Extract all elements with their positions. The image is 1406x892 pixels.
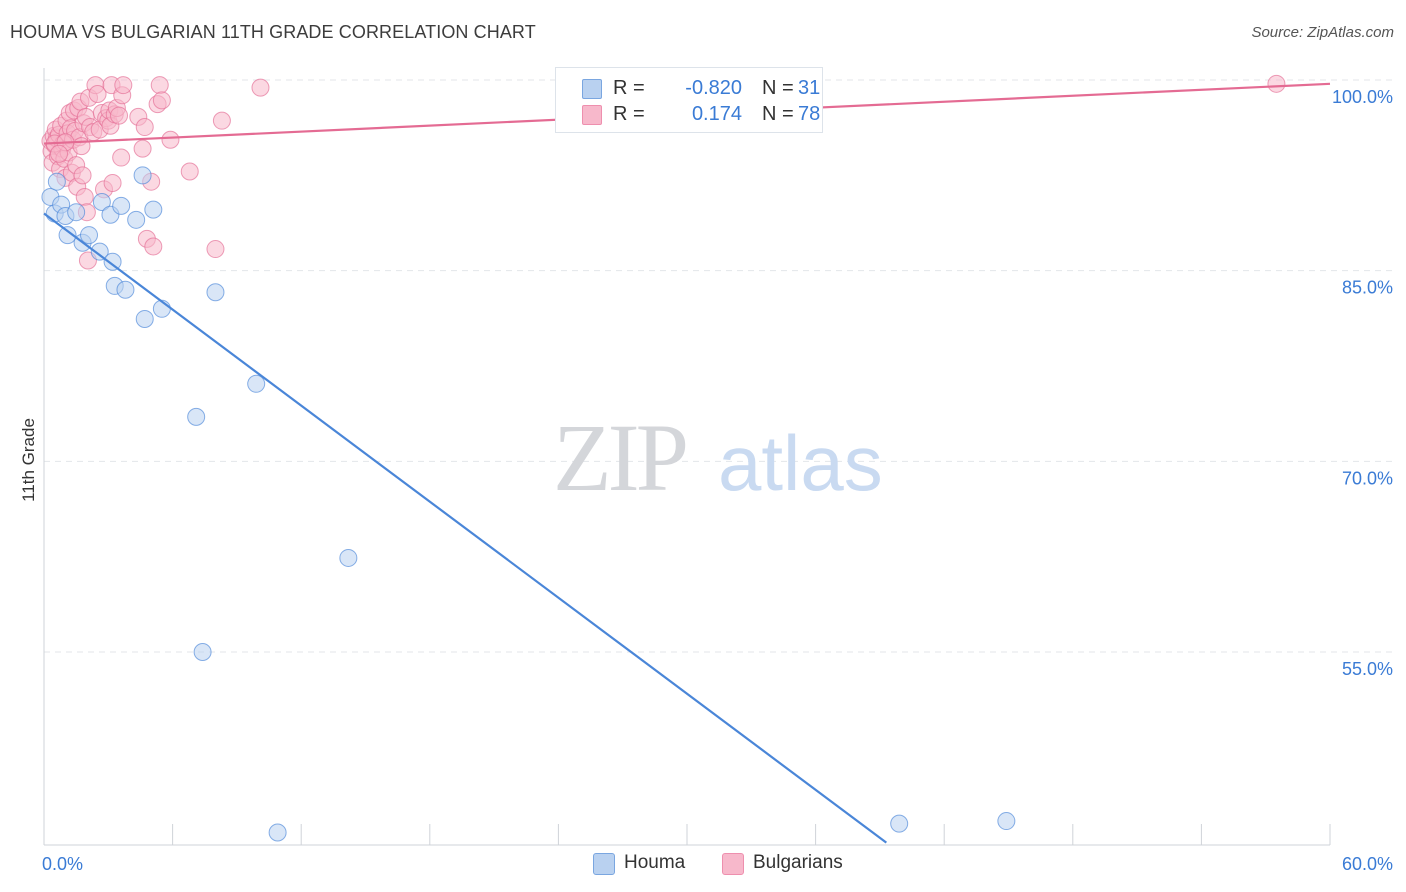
r-label: R =	[613, 103, 645, 125]
houma-swatch	[582, 79, 602, 99]
houma-n-value: 31	[798, 77, 821, 99]
watermark-atlas: atlas	[718, 419, 883, 507]
bulgarians-point	[75, 187, 94, 206]
bulgarians-point	[114, 76, 133, 95]
bulgarians-point	[251, 78, 270, 97]
series-houma-points	[41, 166, 1016, 842]
bulgarians-point	[112, 148, 131, 167]
houma-point	[268, 823, 287, 842]
bulgarians-point	[161, 130, 180, 149]
houma-point	[58, 226, 77, 245]
watermark-zip: ZIP	[553, 404, 686, 511]
y-axis-label: 11th Grade	[19, 418, 38, 502]
bulgarians-point	[72, 137, 91, 156]
houma-point	[90, 242, 109, 261]
trend-lines	[43, 82, 1331, 844]
houma-point	[890, 814, 909, 833]
bulgarians-point	[1267, 74, 1286, 93]
houma-legend-swatch	[593, 853, 615, 875]
bulgarians-point	[206, 240, 225, 259]
houma-point	[133, 166, 152, 185]
watermark: ZIP atlas	[553, 404, 883, 511]
chart-source: Source: ZipAtlas.com	[1251, 24, 1394, 41]
bulgarians-legend-swatch	[722, 853, 744, 875]
chart-title: HOUMA VS BULGARIAN 11TH GRADE CORRELATIO…	[10, 22, 536, 42]
y-tick-label: 100.0%	[1332, 87, 1393, 107]
bulgarians-point	[180, 162, 199, 181]
houma-point	[997, 812, 1016, 831]
bulgarians-point	[212, 111, 231, 130]
y-tick-label: 70.0%	[1342, 468, 1393, 488]
y-tick-label: 55.0%	[1342, 659, 1393, 679]
x-tick-labels: 0.0% 60.0%	[42, 854, 1393, 874]
houma-point	[206, 283, 225, 302]
bulgarians-point	[73, 166, 92, 185]
bulgarians-point	[150, 76, 169, 95]
houma-point	[135, 309, 154, 328]
bulgarians-point	[110, 106, 129, 125]
bulgarians-point	[103, 173, 122, 192]
axes	[43, 68, 1331, 846]
houma-point	[144, 200, 163, 219]
houma-legend-label: Houma	[624, 852, 686, 873]
y-tick-labels: 55.0% 70.0% 85.0% 100.0%	[1332, 87, 1393, 679]
houma-r-value: -0.820	[685, 77, 742, 99]
houma-point	[127, 210, 146, 229]
houma-point	[193, 643, 212, 661]
bulgarians-legend-label: Bulgarians	[753, 852, 843, 873]
bulgarians-swatch	[582, 105, 602, 125]
bulgarians-point	[135, 118, 154, 137]
houma-point	[47, 172, 66, 191]
x-tick-label: 60.0%	[1342, 854, 1393, 874]
bulgarians-r-value: 0.174	[691, 103, 742, 125]
n-label: N =	[762, 77, 794, 99]
houma-point	[116, 280, 135, 299]
houma-point	[339, 548, 358, 567]
houma-point	[112, 196, 131, 215]
bulgarians-point	[88, 84, 107, 103]
houma-point	[80, 226, 99, 245]
houma-point	[67, 203, 86, 222]
houma-trend-line	[43, 212, 887, 844]
bulgarians-point	[50, 144, 69, 163]
houma-point	[247, 374, 266, 393]
r-label: R =	[613, 77, 645, 99]
houma-point	[187, 407, 206, 426]
x-tick-label: 0.0%	[42, 854, 83, 874]
stats-legend: R = -0.820 N = 31 R = 0.174 N = 78	[555, 67, 823, 133]
y-tick-label: 85.0%	[1342, 278, 1393, 298]
bulgarians-point	[144, 237, 163, 256]
bulgarians-point	[152, 91, 171, 110]
n-label: N =	[762, 103, 794, 125]
houma-point	[103, 252, 122, 271]
bulgarians-point	[133, 139, 152, 158]
houma-point	[92, 193, 111, 212]
bulgarians-n-value: 78	[798, 103, 821, 125]
